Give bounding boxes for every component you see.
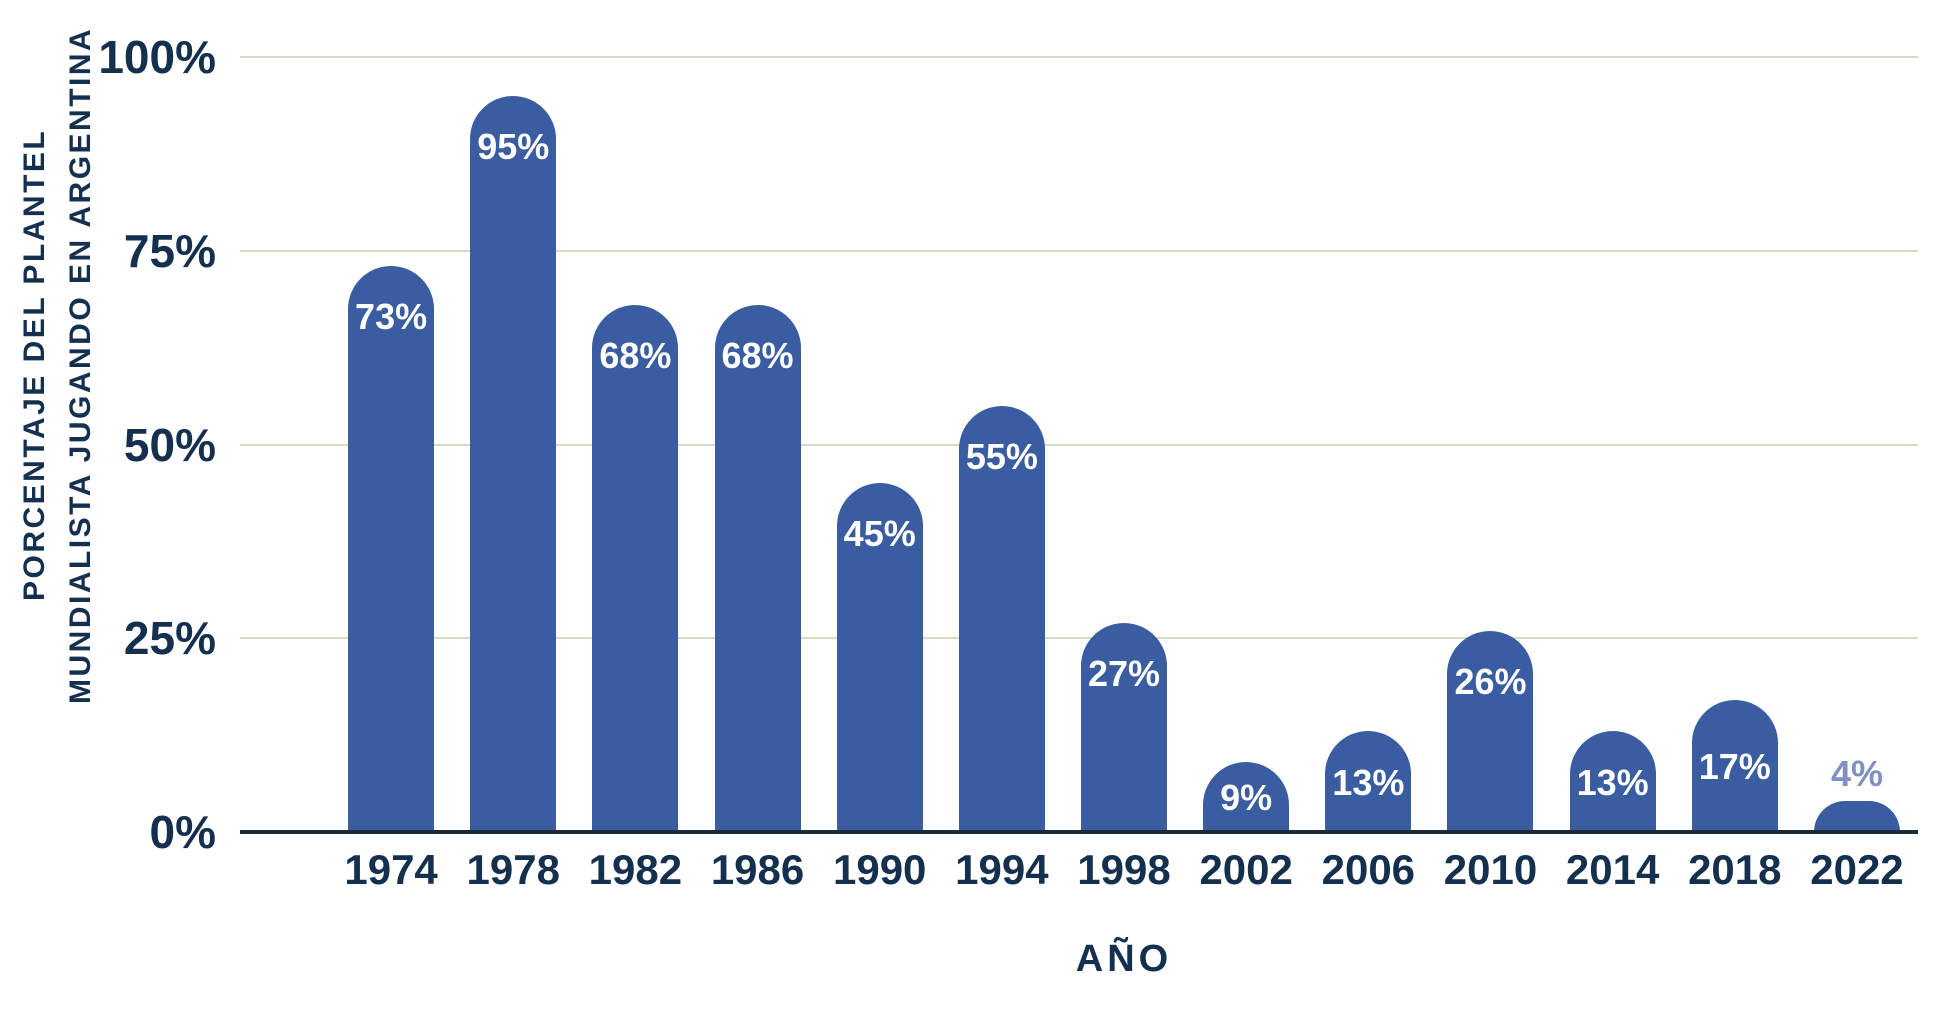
bar-value-label-1990: 45%	[843, 513, 916, 555]
x-tick-2010: 2010	[1443, 846, 1538, 893]
bar-value-label-2002: 9%	[1220, 777, 1273, 819]
gridline-25	[240, 637, 1918, 640]
bar-slot-2018: 17%	[1674, 57, 1796, 832]
bar-value-label-1994: 55%	[965, 435, 1038, 477]
x-axis-title: AÑO	[1075, 938, 1173, 980]
bar-value-label-1982: 68%	[599, 335, 672, 376]
bar-2018: 17%	[1691, 700, 1778, 832]
bar-value-label-2018: 17%	[1698, 746, 1771, 788]
x-tick-1990: 1990	[832, 846, 927, 893]
bar-value-label-1978: 95%	[477, 125, 550, 167]
bar-2002: 9%	[1203, 762, 1290, 832]
y-tick-0: 0%	[149, 806, 216, 858]
x-tick-1994: 1994	[955, 846, 1049, 893]
bar-1994: 55%	[958, 405, 1045, 832]
bar-1986: 68%	[714, 305, 801, 832]
bar-value-label-2010: 26%	[1454, 660, 1527, 702]
gridline-50	[240, 443, 1918, 446]
bar-2010: 26%	[1447, 630, 1534, 832]
bar-slot-1998: 27%	[1063, 57, 1185, 832]
bar-2014: 13%	[1569, 731, 1656, 832]
bar-slot-1990: 45%	[819, 57, 941, 832]
bar-1998: 27%	[1081, 622, 1168, 832]
bar-slot-1982: 68%	[574, 57, 696, 832]
y-tick-75: 75%	[123, 224, 216, 277]
bar-1990: 45%	[836, 483, 923, 832]
bar-value-label-1974: 73%	[355, 296, 428, 338]
x-tick-2002: 2002	[1199, 846, 1293, 893]
bar-slot-2014: 13%	[1552, 57, 1674, 832]
y-tick-25: 25%	[123, 612, 216, 665]
bar-1974: 73%	[348, 266, 435, 832]
x-tick-2006: 2006	[1321, 846, 1416, 893]
bar-slot-1994: 55%	[941, 57, 1063, 832]
bar-2006: 13%	[1325, 731, 1412, 832]
gridline-100	[240, 56, 1918, 58]
y-tick-50: 50%	[123, 418, 216, 471]
y-tick-100: 100%	[98, 31, 216, 83]
plot-area: 73% 95% 68% 68% 45% 55% 27% 9% 13% 26% 13% 17% 4%	[240, 56, 1918, 834]
x-axis-ticks: 1974 1978 1982 1986 1990 1994 1998 2002 2006 2010…	[330, 846, 1918, 894]
x-tick-2018: 2018	[1688, 846, 1782, 893]
bar-slot-2006: 13%	[1307, 57, 1429, 832]
bar-slot-1986: 68%	[696, 57, 818, 832]
bar-1978: 95%	[470, 95, 557, 832]
x-tick-1986: 1986	[710, 846, 805, 893]
bar-slot-2010: 26%	[1429, 57, 1551, 832]
bar-slot-2002: 9%	[1185, 57, 1307, 832]
x-tick-1982: 1982	[588, 846, 683, 893]
bar-value-label-2014: 13%	[1576, 761, 1649, 803]
bars-group: 73% 95% 68% 68% 45% 55% 27% 9% 13% 26% 13% 17% 4%	[330, 57, 1918, 832]
bar-2022: 4%	[1813, 753, 1900, 832]
bar-value-label-2022: 4%	[1830, 753, 1883, 794]
bar-1982: 68%	[592, 305, 679, 832]
x-tick-2022: 2022	[1810, 846, 1904, 893]
x-axis-line	[240, 830, 1918, 834]
bar-value-label-1998: 27%	[1087, 652, 1161, 694]
bar-value-label-1986: 68%	[721, 335, 794, 376]
bar-slot-1974: 73%	[330, 57, 452, 832]
gridline-75	[240, 249, 1918, 252]
x-tick-1978: 1978	[466, 846, 560, 893]
x-tick-1998: 1998	[1077, 846, 1171, 893]
x-tick-1974: 1974	[344, 846, 438, 893]
bar-value-label-2006: 13%	[1332, 761, 1405, 803]
bar-slot-2022: 4%	[1796, 57, 1918, 832]
x-tick-2014: 2014	[1565, 846, 1660, 893]
bar-slot-1978: 95%	[452, 57, 574, 832]
